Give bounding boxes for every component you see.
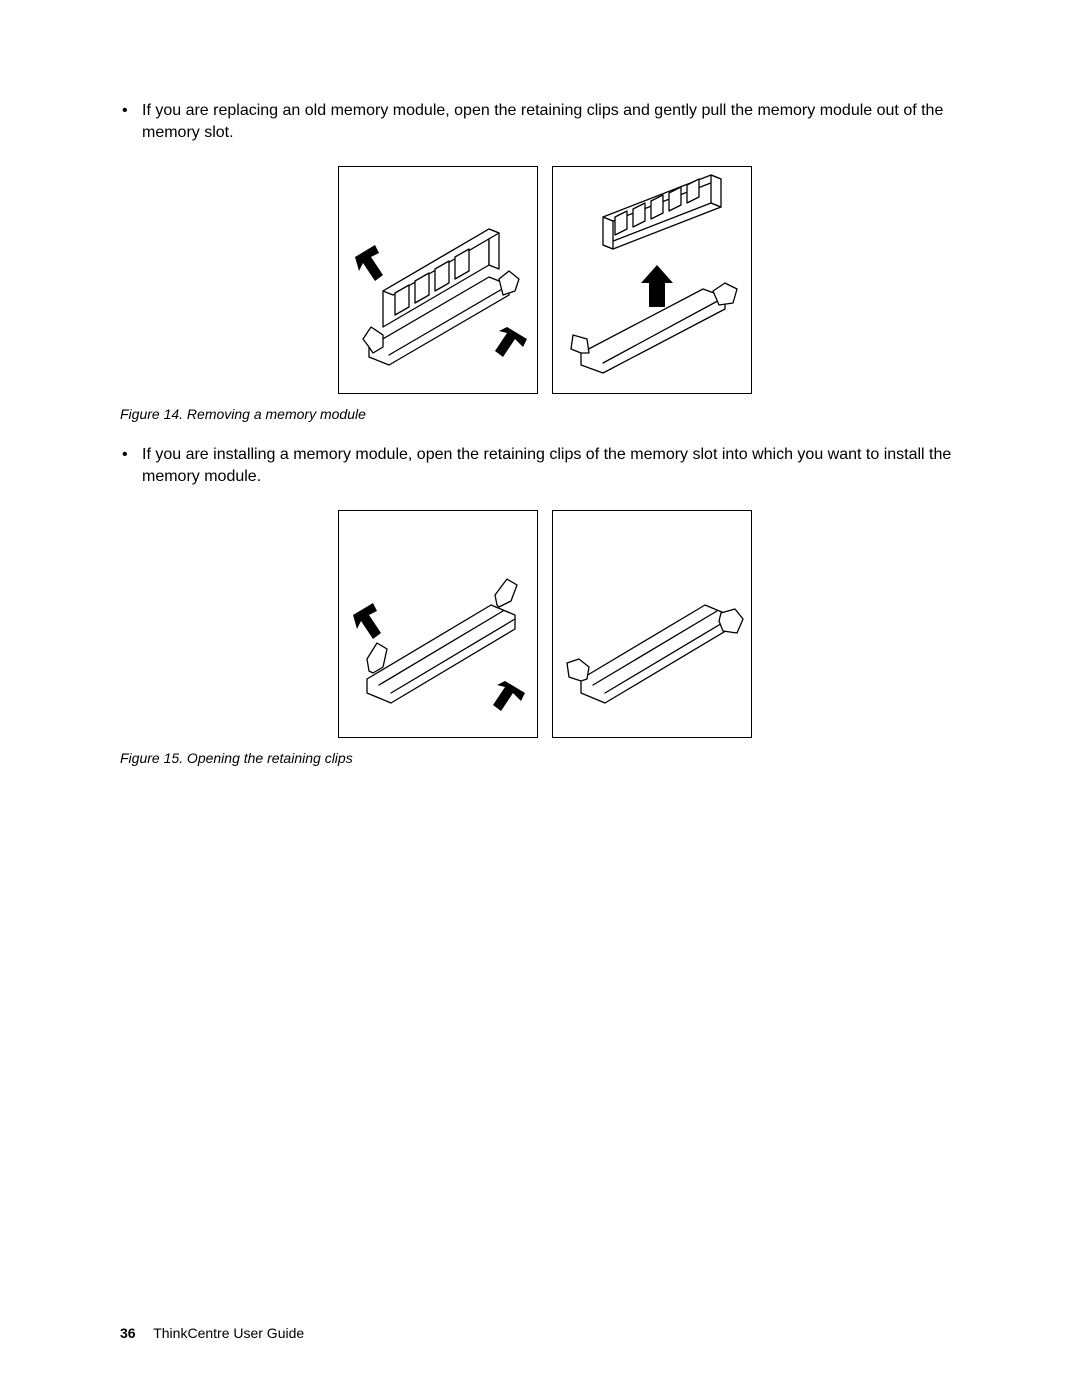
figure-15-panel-right [552, 510, 752, 738]
figure-15-panel-left [338, 510, 538, 738]
bullet-text-2: If you are installing a memory module, o… [142, 444, 970, 488]
bullet-item-1: • If you are replacing an old memory mod… [120, 100, 970, 144]
figure-14-right-svg [553, 167, 753, 395]
bullet-item-2: • If you are installing a memory module,… [120, 444, 970, 488]
figure-14-panel-right [552, 166, 752, 394]
figure-14-row [120, 166, 970, 394]
page-footer: 36 ThinkCentre User Guide [120, 1325, 304, 1341]
figure-15-caption: Figure 15. Opening the retaining clips [120, 750, 970, 766]
figure-14-left-svg [339, 167, 539, 395]
figure-15-row [120, 510, 970, 738]
doc-title: ThinkCentre User Guide [153, 1325, 304, 1341]
figure-15-left-svg [339, 511, 539, 739]
bullet-marker: • [120, 444, 142, 488]
figure-14-caption: Figure 14. Removing a memory module [120, 406, 970, 422]
figure-14-panel-left [338, 166, 538, 394]
document-page: • If you are replacing an old memory mod… [0, 0, 1080, 1397]
bullet-text-1: If you are replacing an old memory modul… [142, 100, 970, 144]
figure-15-right-svg [553, 511, 753, 739]
page-number: 36 [120, 1325, 136, 1341]
bullet-marker: • [120, 100, 142, 144]
